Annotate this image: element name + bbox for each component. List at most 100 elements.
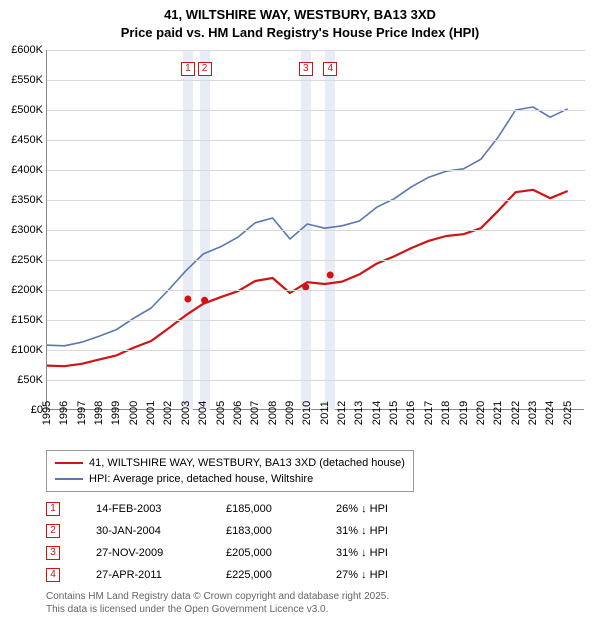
- y-tick-label: £350K: [11, 194, 43, 206]
- x-tick-label: 2009: [284, 401, 296, 425]
- legend-swatch-property: [55, 462, 83, 464]
- event-price: £185,000: [226, 503, 336, 515]
- sale-dot: [184, 296, 191, 303]
- x-tick-label: 2004: [197, 401, 209, 425]
- event-diff: 31% ↓ HPI: [336, 547, 436, 559]
- x-tick-label: 2011: [319, 401, 331, 425]
- event-diff: 31% ↓ HPI: [336, 525, 436, 537]
- series-line: [47, 107, 568, 346]
- gridline: [47, 320, 585, 321]
- x-tick-label: 1998: [93, 401, 105, 425]
- gridline: [47, 170, 585, 171]
- x-tick-label: 1999: [110, 401, 122, 425]
- x-tick-label: 2025: [562, 401, 574, 425]
- x-tick-label: 2000: [128, 401, 140, 425]
- y-tick-label: £550K: [11, 74, 43, 86]
- plot-region: £0£50K£100K£150K£200K£250K£300K£350K£400…: [46, 50, 584, 410]
- footer-line-2: This data is licensed under the Open Gov…: [46, 604, 328, 615]
- legend-label-hpi: HPI: Average price, detached house, Wilt…: [89, 473, 313, 485]
- event-number-box: 1: [46, 502, 60, 516]
- event-diff: 27% ↓ HPI: [336, 569, 436, 581]
- gridline: [47, 110, 585, 111]
- x-tick-label: 2010: [301, 401, 313, 425]
- event-price: £205,000: [226, 547, 336, 559]
- event-marker: 2: [198, 62, 212, 76]
- sale-events-table: 1 14-FEB-2003£185,00026% ↓ HPI 2 30-JAN-200…: [46, 498, 436, 586]
- sale-dot: [327, 272, 334, 279]
- title-line-1: 41, WILTSHIRE WAY, WESTBURY, BA13 3XD: [164, 7, 436, 22]
- y-tick-label: £250K: [11, 254, 43, 266]
- chart-container: 41, WILTSHIRE WAY, WESTBURY, BA13 3XD Pr…: [0, 0, 600, 620]
- event-date: 14-FEB-2003: [96, 503, 226, 515]
- legend-label-property: 41, WILTSHIRE WAY, WESTBURY, BA13 3XD (d…: [89, 457, 405, 469]
- y-tick-label: £450K: [11, 134, 43, 146]
- x-tick-label: 2014: [371, 401, 383, 425]
- x-tick-label: 2022: [510, 401, 522, 425]
- gridline: [47, 140, 585, 141]
- gridline: [47, 290, 585, 291]
- event-date: 27-NOV-2009: [96, 547, 226, 559]
- x-tick-label: 2012: [336, 401, 348, 425]
- x-tick-label: 2002: [162, 401, 174, 425]
- x-tick-label: 1995: [41, 401, 53, 425]
- gridline: [47, 50, 585, 51]
- x-tick-label: 2007: [249, 401, 261, 425]
- legend-row-property: 41, WILTSHIRE WAY, WESTBURY, BA13 3XD (d…: [55, 455, 405, 471]
- y-tick-label: £150K: [11, 314, 43, 326]
- footer-attribution: Contains HM Land Registry data © Crown c…: [46, 590, 389, 616]
- chart-title: 41, WILTSHIRE WAY, WESTBURY, BA13 3XD Pr…: [0, 0, 600, 41]
- event-price: £183,000: [226, 525, 336, 537]
- y-tick-label: £500K: [11, 104, 43, 116]
- title-line-2: Price paid vs. HM Land Registry's House …: [121, 25, 480, 40]
- x-tick-label: 2021: [492, 401, 504, 425]
- y-tick-label: £600K: [11, 44, 43, 56]
- chart-area: £0£50K£100K£150K£200K£250K£300K£350K£400…: [46, 50, 584, 410]
- x-tick-label: 2020: [475, 401, 487, 425]
- x-tick-label: 2001: [145, 401, 157, 425]
- y-tick-label: £300K: [11, 224, 43, 236]
- x-tick-label: 2023: [527, 401, 539, 425]
- event-row: 3 27-NOV-2009£205,00031% ↓ HPI: [46, 542, 436, 564]
- event-date: 27-APR-2011: [96, 569, 226, 581]
- event-number-box: 4: [46, 568, 60, 582]
- x-tick-label: 2017: [423, 401, 435, 425]
- y-tick-label: £200K: [11, 284, 43, 296]
- gridline: [47, 350, 585, 351]
- event-date: 30-JAN-2004: [96, 525, 226, 537]
- legend-swatch-hpi: [55, 478, 83, 480]
- x-tick-label: 2019: [458, 401, 470, 425]
- x-tick-label: 1996: [58, 401, 70, 425]
- event-marker: 1: [181, 62, 195, 76]
- series-line: [47, 190, 568, 366]
- gridline: [47, 200, 585, 201]
- x-tick-label: 2018: [440, 401, 452, 425]
- x-tick-label: 2005: [215, 401, 227, 425]
- legend: 41, WILTSHIRE WAY, WESTBURY, BA13 3XD (d…: [46, 450, 414, 492]
- legend-row-hpi: HPI: Average price, detached house, Wilt…: [55, 471, 405, 487]
- x-tick-label: 2003: [180, 401, 192, 425]
- event-row: 1 14-FEB-2003£185,00026% ↓ HPI: [46, 498, 436, 520]
- event-row: 4 27-APR-2011£225,00027% ↓ HPI: [46, 564, 436, 586]
- gridline: [47, 260, 585, 261]
- gridline: [47, 380, 585, 381]
- x-tick-label: 2024: [544, 401, 556, 425]
- x-tick-label: 2016: [405, 401, 417, 425]
- y-tick-label: £100K: [11, 344, 43, 356]
- event-marker: 3: [299, 62, 313, 76]
- event-number-box: 3: [46, 546, 60, 560]
- x-tick-label: 2006: [232, 401, 244, 425]
- event-number-box: 2: [46, 524, 60, 538]
- event-row: 2 30-JAN-2004£183,00031% ↓ HPI: [46, 520, 436, 542]
- footer-line-1: Contains HM Land Registry data © Crown c…: [46, 591, 389, 602]
- x-tick-label: 2013: [353, 401, 365, 425]
- x-tick-label: 2008: [267, 401, 279, 425]
- x-tick-label: 1997: [76, 401, 88, 425]
- event-marker: 4: [323, 62, 337, 76]
- y-tick-label: £400K: [11, 164, 43, 176]
- event-diff: 26% ↓ HPI: [336, 503, 436, 515]
- gridline: [47, 230, 585, 231]
- gridline: [47, 80, 585, 81]
- x-tick-label: 2015: [388, 401, 400, 425]
- y-tick-label: £50K: [17, 374, 43, 386]
- event-price: £225,000: [226, 569, 336, 581]
